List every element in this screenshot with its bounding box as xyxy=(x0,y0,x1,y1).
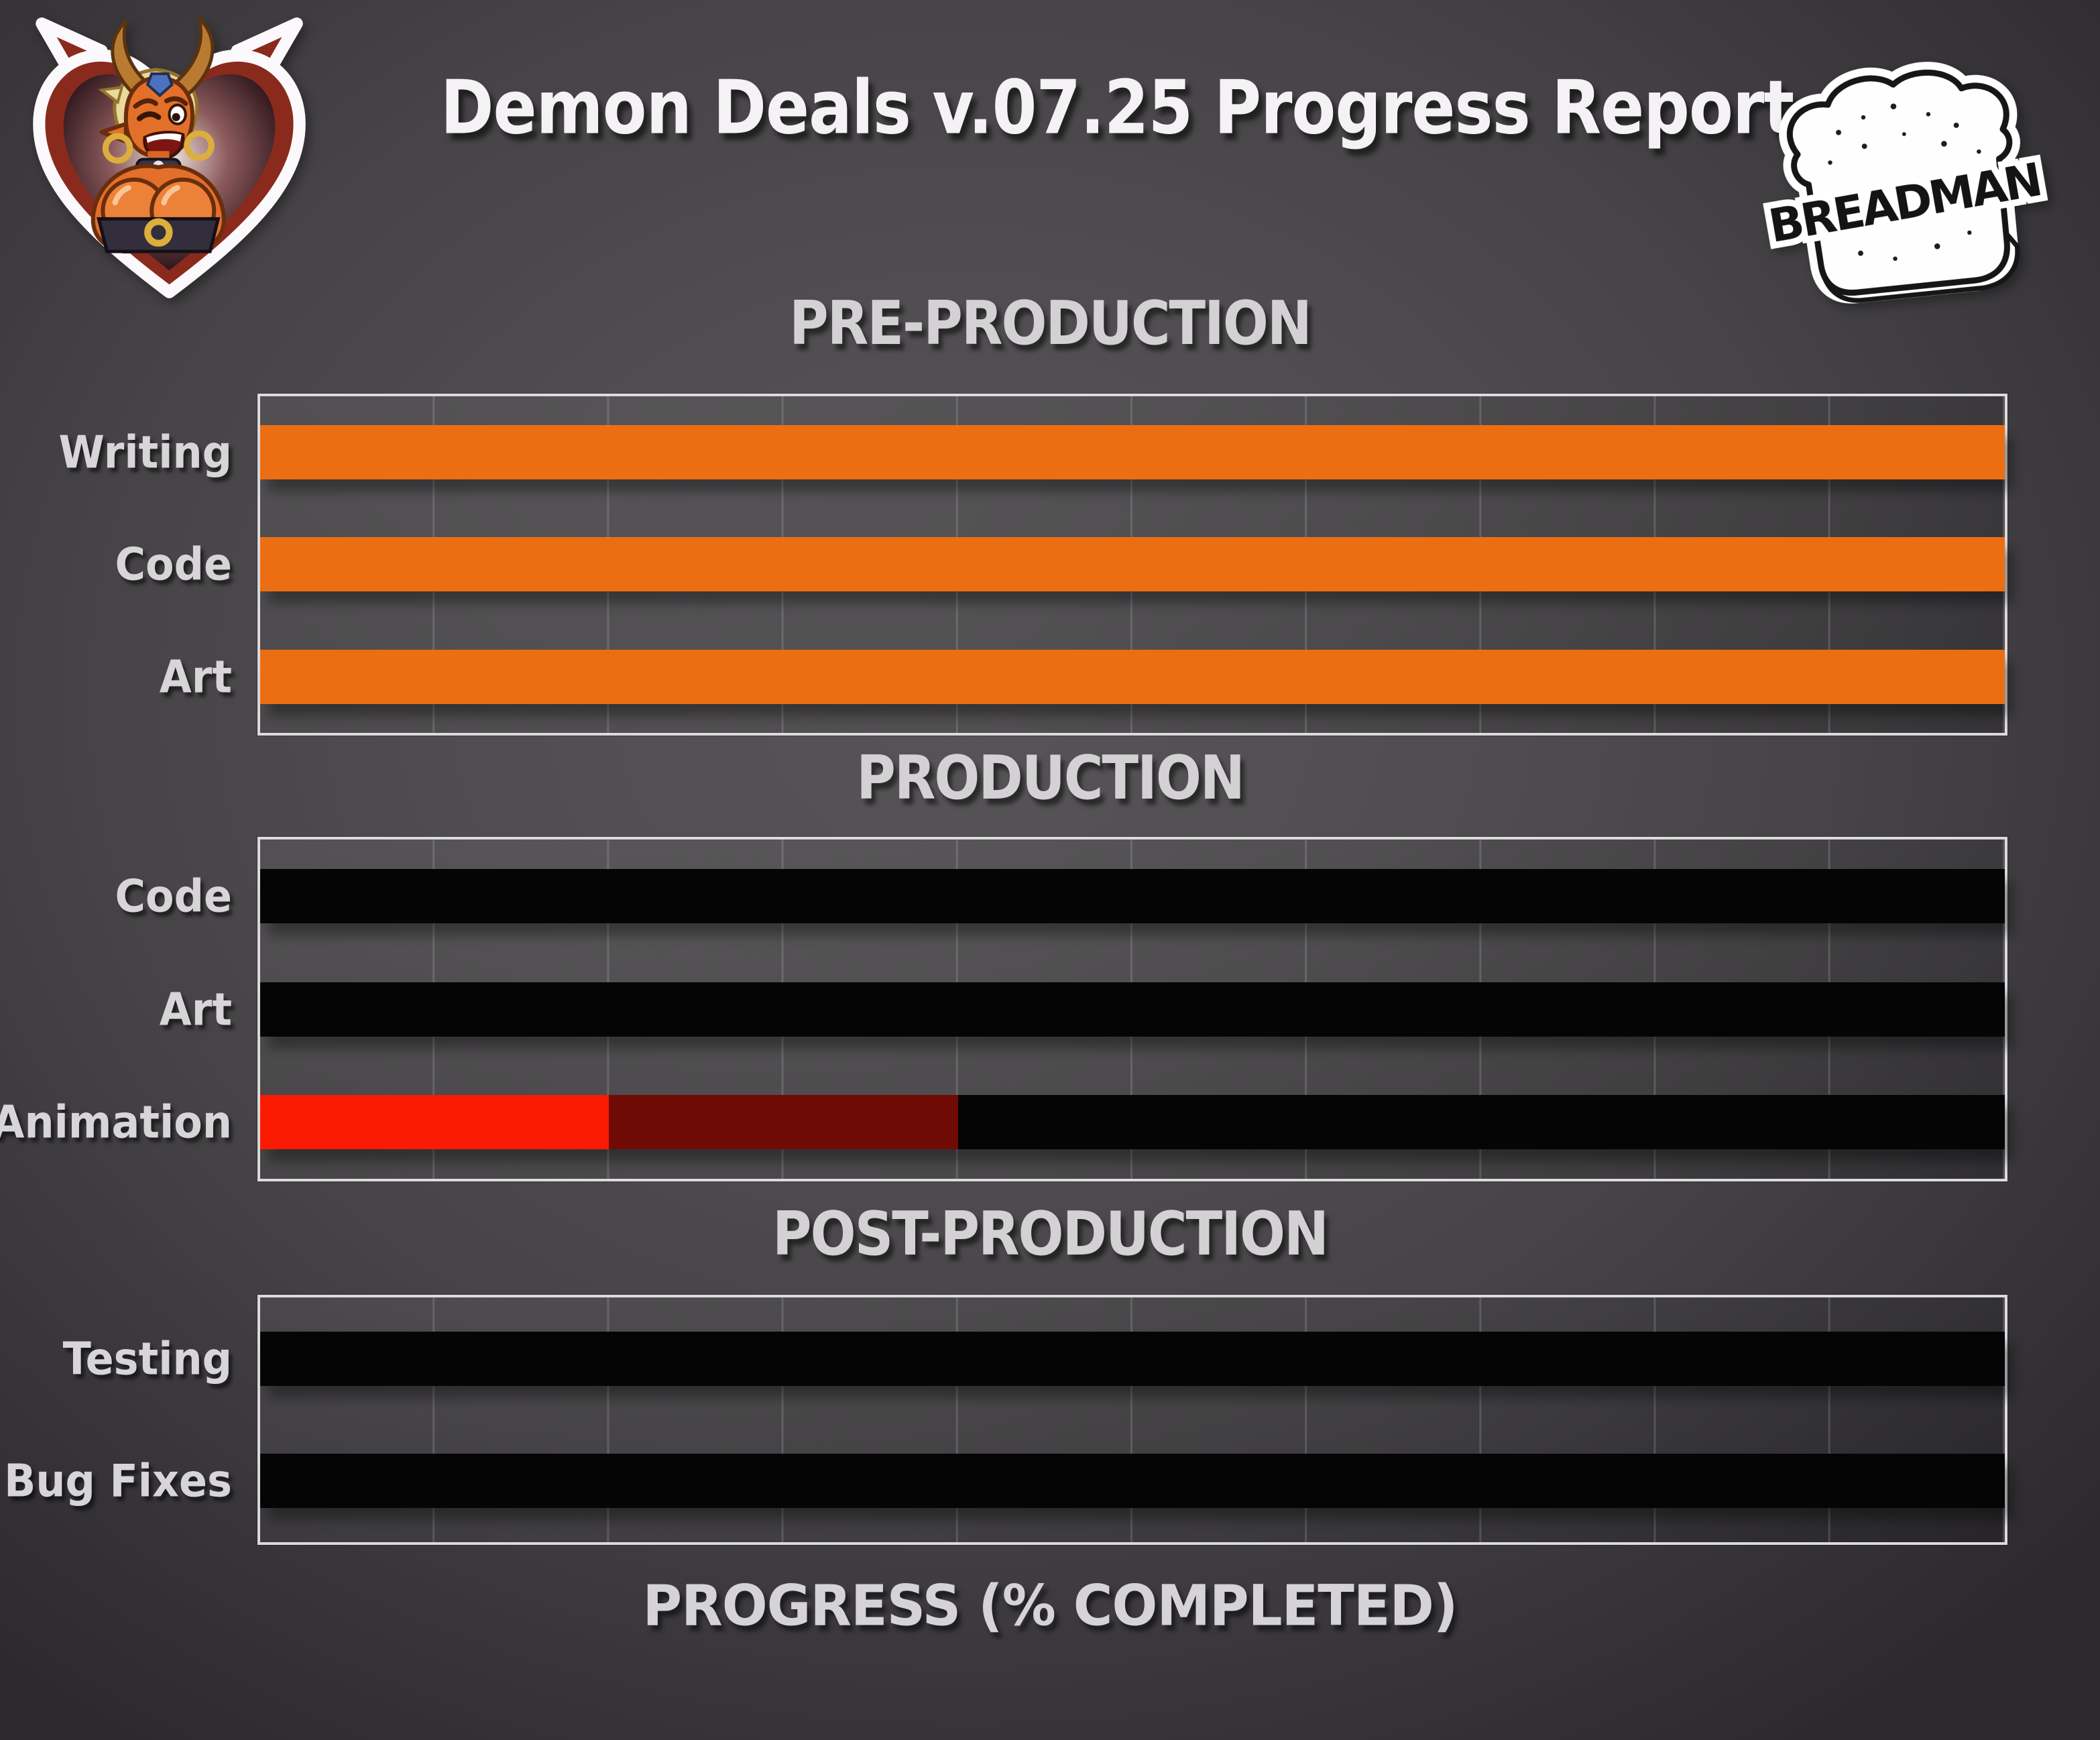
category-label: Code xyxy=(115,538,232,591)
progress-bar xyxy=(260,425,2005,480)
bar-segment-completed xyxy=(260,425,2005,480)
category-label: Art xyxy=(159,982,232,1036)
category-label: Testing xyxy=(62,1332,232,1385)
bar-segment-completed xyxy=(260,649,2005,704)
progress-bar xyxy=(260,982,2005,1037)
section-title-production: PRODUCTION xyxy=(856,743,1245,813)
chart-plot-pre-production: Writing Code Art xyxy=(58,394,2007,736)
section-title-pre-production: PRE-PRODUCTION xyxy=(789,288,1312,359)
category-label: Bug Fixes xyxy=(4,1454,232,1508)
chart-row: Testing xyxy=(63,1297,2005,1420)
chart-plot-production: Code Art Animation xyxy=(0,837,2007,1181)
bar-segment-not-started xyxy=(957,1095,2005,1150)
bar-segment-not-started xyxy=(260,1331,2005,1386)
page-title: Demon Deals v.07.25 Progress Report xyxy=(440,64,1794,151)
bread-speckles xyxy=(1826,103,1992,262)
xaxis-title: PROGRESS (% COMPLETED) xyxy=(642,1573,1458,1639)
chart-row: Code xyxy=(115,839,2005,953)
category-label: Code xyxy=(115,869,232,923)
progress-bar xyxy=(260,1095,2005,1150)
bar-segment-completed xyxy=(260,1095,609,1150)
progress-bar xyxy=(260,1331,2005,1386)
bar-segment-not-started xyxy=(260,1454,2005,1509)
demon-girl-icon xyxy=(91,16,226,254)
chart-row: Bug Fixes xyxy=(4,1420,2005,1543)
chart-row: Art xyxy=(160,621,2005,733)
demon-mascot-logo xyxy=(33,16,306,298)
breadman-logo: BREADMAN BREADMAN xyxy=(1759,62,2051,304)
bar-segment-not-started xyxy=(260,982,2005,1037)
category-label: Art xyxy=(159,650,232,703)
progress-bar xyxy=(260,537,2005,592)
chart-row: Art xyxy=(160,953,2005,1066)
category-label: Writing xyxy=(58,426,232,479)
bar-segment-completed xyxy=(260,537,2005,592)
chart-row: Animation xyxy=(0,1065,2005,1179)
section-title-post-production: POST-PRODUCTION xyxy=(772,1199,1329,1269)
progress-bar xyxy=(260,1454,2005,1509)
progress-bar xyxy=(260,649,2005,704)
chart-row: Writing xyxy=(58,396,2005,508)
bar-segment-in-progress xyxy=(609,1095,958,1150)
chart-plot-post-production: Testing Bug Fixes xyxy=(4,1295,2007,1545)
bar-segment-not-started xyxy=(260,868,2005,923)
progress-bar xyxy=(260,868,2005,923)
chart-row: Code xyxy=(115,508,2005,620)
category-label: Animation xyxy=(0,1096,232,1149)
bread-slice-icon: BREADMAN BREADMAN xyxy=(1759,62,2051,304)
